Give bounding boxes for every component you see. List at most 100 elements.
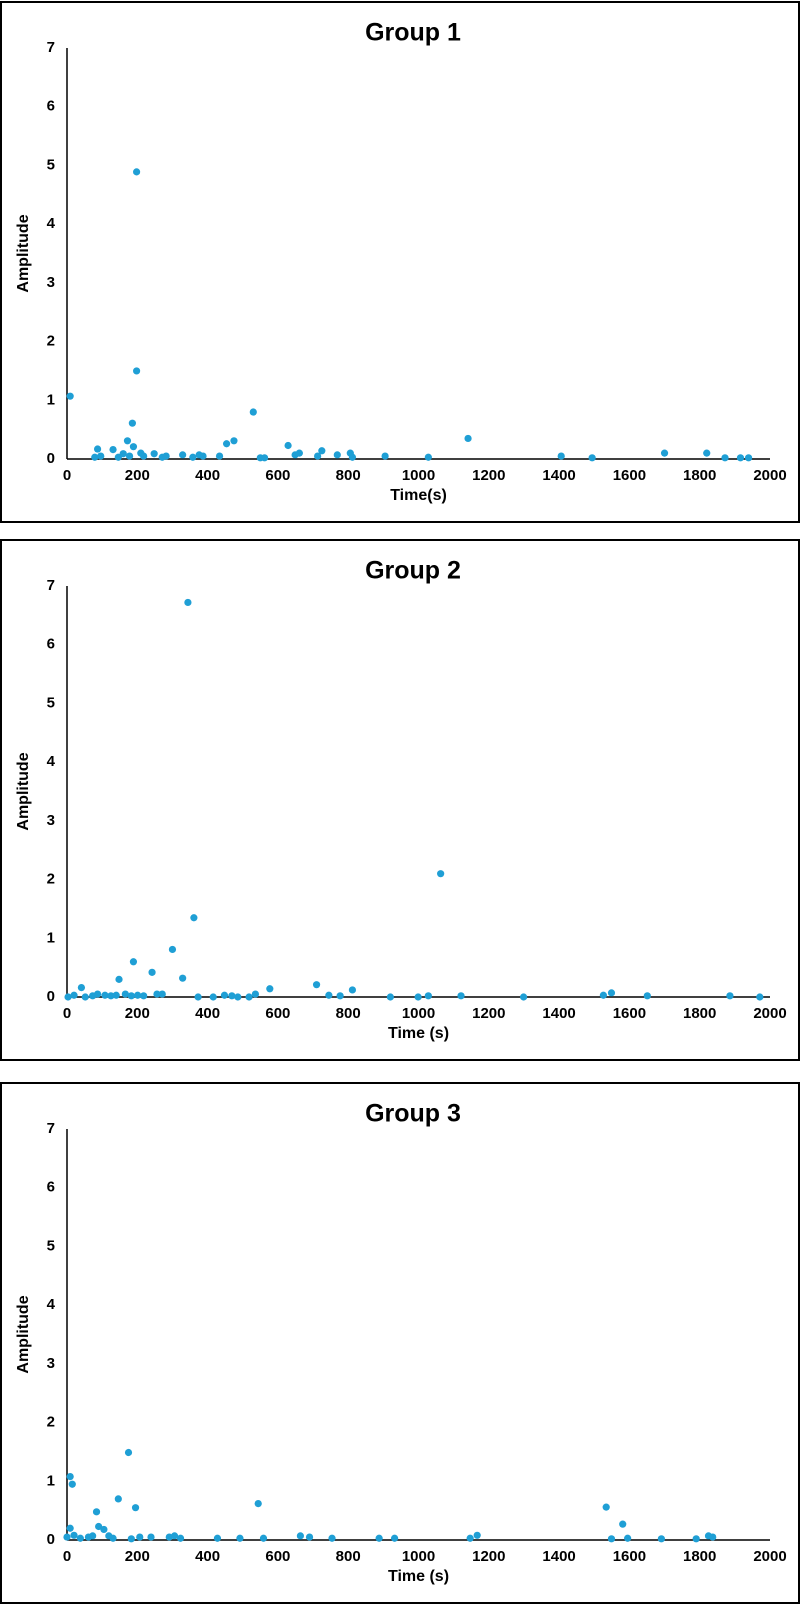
data-point xyxy=(115,975,123,983)
data-point xyxy=(101,991,109,999)
x-tick-label: 1800 xyxy=(683,1005,716,1022)
data-point xyxy=(325,991,333,999)
data-point xyxy=(375,1534,383,1542)
data-point xyxy=(129,443,138,451)
x-tick-label: 1800 xyxy=(683,467,716,484)
data-point xyxy=(176,1534,185,1542)
y-tick-label: 7 xyxy=(47,1120,55,1137)
data-point xyxy=(236,1534,244,1542)
data-point xyxy=(245,993,253,1001)
data-point xyxy=(215,452,224,460)
x-tick-label: 400 xyxy=(195,1005,220,1022)
data-point xyxy=(131,1504,140,1512)
data-point xyxy=(107,992,115,1000)
data-point xyxy=(127,992,135,1000)
data-point xyxy=(209,993,217,1001)
x-tick-label: 200 xyxy=(125,467,150,484)
data-point xyxy=(328,1534,336,1542)
data-point xyxy=(624,1534,632,1542)
data-point xyxy=(588,454,596,462)
data-point xyxy=(148,968,156,976)
data-point xyxy=(129,958,138,966)
x-tick-label: 1000 xyxy=(402,1548,435,1565)
data-point xyxy=(162,452,170,460)
x-tick-label: 2000 xyxy=(753,467,786,484)
y-axis-title: Amplitude xyxy=(15,214,32,292)
x-tick-label: 0 xyxy=(63,467,71,484)
data-point xyxy=(125,452,134,460)
x-tick-label: 2000 xyxy=(753,1548,786,1565)
data-point xyxy=(140,452,148,460)
data-point xyxy=(643,992,651,1000)
data-point xyxy=(70,1531,78,1539)
x-tick-label: 200 xyxy=(125,1005,150,1022)
x-tick-label: 1000 xyxy=(402,467,435,484)
x-tick-label: 200 xyxy=(125,1548,150,1565)
data-point xyxy=(703,449,711,457)
data-point xyxy=(136,1533,144,1541)
y-tick-label: 5 xyxy=(47,156,55,173)
data-point xyxy=(386,993,394,1001)
data-point xyxy=(81,993,89,1001)
data-point xyxy=(66,1524,74,1532)
x-tick-label: 600 xyxy=(265,467,290,484)
x-tick-label: 1400 xyxy=(542,1548,575,1565)
data-point xyxy=(721,454,729,462)
y-tick-label: 5 xyxy=(47,694,55,711)
y-tick-label: 1 xyxy=(47,1472,55,1489)
y-tick-label: 1 xyxy=(47,391,55,408)
data-point xyxy=(599,991,607,999)
chart-title: Group 1 xyxy=(365,19,461,47)
y-tick-label: 3 xyxy=(47,274,55,291)
data-point xyxy=(424,453,432,461)
x-tick-label: 400 xyxy=(195,1548,220,1565)
data-point xyxy=(251,990,260,998)
data-point xyxy=(295,449,303,457)
data-point xyxy=(414,993,422,1001)
x-tick-label: 1600 xyxy=(613,1548,646,1565)
y-tick-label: 4 xyxy=(47,1296,56,1313)
data-point xyxy=(348,986,357,994)
data-point xyxy=(123,437,132,445)
x-tick-label: 1400 xyxy=(542,1005,575,1022)
data-point xyxy=(305,1533,314,1541)
data-point xyxy=(222,440,231,448)
data-point xyxy=(519,993,528,1001)
x-tick-label: 0 xyxy=(63,1548,71,1565)
data-point xyxy=(70,991,78,999)
data-point xyxy=(557,452,565,460)
data-point xyxy=(140,992,148,1000)
y-tick-label: 6 xyxy=(47,636,55,653)
x-tick-label: 1600 xyxy=(613,467,646,484)
data-point xyxy=(66,392,74,400)
data-point xyxy=(93,445,102,453)
data-point xyxy=(170,1532,179,1540)
y-tick-label: 6 xyxy=(47,98,55,115)
data-point xyxy=(254,1499,262,1508)
x-tick-label: 600 xyxy=(265,1548,290,1565)
data-point xyxy=(158,990,166,998)
data-point xyxy=(744,454,753,462)
data-point xyxy=(100,1525,108,1534)
data-point xyxy=(199,452,207,460)
data-point xyxy=(119,450,127,458)
data-point xyxy=(89,1532,97,1540)
data-point xyxy=(318,447,326,455)
y-tick-label: 7 xyxy=(47,577,55,594)
data-point xyxy=(312,981,321,989)
data-point xyxy=(230,437,238,445)
data-point xyxy=(128,419,136,427)
panel-border xyxy=(0,1,800,523)
data-point xyxy=(602,1503,610,1511)
data-point xyxy=(63,1533,71,1541)
data-point xyxy=(153,990,161,998)
y-tick-label: 2 xyxy=(47,333,55,350)
data-point xyxy=(179,974,187,982)
data-point xyxy=(457,992,465,1000)
data-point xyxy=(190,914,198,922)
data-point xyxy=(220,991,229,999)
y-tick-label: 3 xyxy=(47,1355,55,1372)
y-axis-title: Amplitude xyxy=(15,1295,32,1373)
x-tick-label: 400 xyxy=(195,467,220,484)
